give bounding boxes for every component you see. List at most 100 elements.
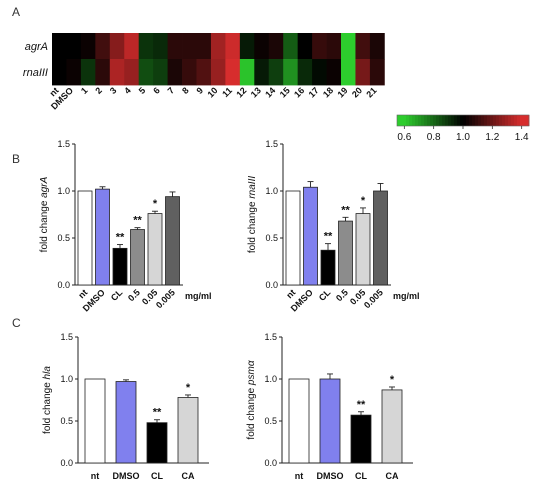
y-axis-label-gene: rnaIII [247, 176, 258, 199]
colorbar-segment [430, 115, 434, 126]
panel-letter-b: B [12, 152, 20, 166]
y-tick-label: 1.5 [264, 332, 277, 342]
heatmap-cell [225, 33, 241, 60]
heatmap-column-label: 9 [195, 85, 206, 96]
colorbar-segment [481, 115, 485, 126]
heatmap-column-label: 4 [122, 85, 133, 96]
colorbar-segment [424, 115, 428, 126]
colorbar-segment [433, 115, 437, 126]
colorbar-segment [502, 115, 506, 126]
y-axis-label-prefix: fold change [247, 199, 258, 254]
colorbar-segment [418, 115, 422, 126]
bar [338, 220, 353, 286]
colorbar-segment [427, 115, 431, 126]
colorbar-segment [421, 115, 425, 126]
colorbar-segment [403, 115, 407, 126]
colorbar-tick-label: 0.6 [397, 132, 411, 143]
heatmap-column-label: 10 [205, 85, 219, 99]
bar [373, 190, 388, 286]
heatmap-cell [109, 59, 125, 86]
heatmap-column-label: 7 [166, 85, 177, 96]
significance-marker: ** [324, 231, 333, 243]
heatmap-column-label: 20 [350, 85, 364, 99]
colorbar-segment [526, 115, 530, 126]
y-tick-label: 1.0 [265, 186, 278, 196]
heatmap-column-label: 13 [249, 85, 263, 99]
y-axis-label-gene: hla [42, 366, 53, 380]
y-axis-label: fold change agrA [39, 176, 50, 252]
heatmap-cell [239, 59, 255, 86]
heatmap-cell [95, 33, 111, 60]
colorbar-segment [397, 115, 401, 126]
colorbar-tick-label: 1.2 [485, 132, 499, 143]
y-tick-label: 1.0 [57, 186, 70, 196]
colorbar-segment [499, 115, 503, 126]
heatmap-column-label: 2 [93, 85, 104, 96]
x-tick-label: CL [151, 471, 163, 481]
colorbar-segment [457, 115, 461, 126]
heatmap-cell [369, 59, 385, 86]
colorbar-segment [520, 115, 524, 126]
heatmap-cell [283, 59, 299, 86]
heatmap-cell [153, 33, 168, 60]
heatmap-cell [254, 59, 270, 86]
heatmap-cell [326, 59, 342, 86]
significance-marker: * [361, 195, 366, 207]
heatmap-column-label: 8 [180, 85, 191, 96]
heatmap-cell [369, 33, 385, 60]
y-axis-label-prefix: fold change [42, 379, 53, 434]
colorbar-segment [487, 115, 491, 126]
heatmap-cell [109, 33, 125, 60]
bar [95, 188, 110, 286]
panel-letter-a: A [12, 5, 20, 19]
colorbar-segment [463, 115, 467, 126]
bar [77, 190, 93, 286]
y-tick-label: 0.0 [60, 458, 73, 468]
heatmap-cell [95, 59, 111, 86]
bar [112, 247, 128, 286]
heatmap-cell [326, 33, 342, 60]
heatmap-cell [210, 33, 226, 60]
panel-letter-c: C [12, 316, 21, 330]
heatmap-column-label: 19 [335, 85, 349, 99]
heatmap-cell [196, 59, 212, 86]
y-tick-label: 1.5 [265, 139, 278, 149]
bar-chart-psma: 0.0 0.5 1.0 1.5 fold change psmα nt DMSO ** CL * C… [246, 332, 413, 481]
colorbar-segment [409, 115, 413, 126]
colorbar-segment [406, 115, 410, 126]
colorbar: 0.6 0.8 1.0 1.2 1.4 [396, 114, 530, 143]
heatmap-column-label: 21 [364, 85, 378, 99]
colorbar-segment [511, 115, 515, 126]
y-tick-label: 1.0 [60, 374, 73, 384]
x-tick-label: 0.005 [154, 287, 177, 310]
heatmap-cell [124, 59, 140, 86]
heatmap-cell [196, 33, 212, 60]
colorbar-segment [514, 115, 518, 126]
bar [288, 378, 310, 464]
colorbar-tick-label: 1.0 [456, 132, 470, 143]
heatmap-cell [312, 59, 327, 86]
heatmap-row-label: rnaIII [23, 67, 48, 79]
heatmap-cell [138, 33, 154, 60]
y-axis-label: fold change rnaIII [247, 176, 258, 254]
heatmap-cell [283, 33, 299, 60]
bar [84, 378, 106, 464]
bar [303, 186, 318, 286]
bar [177, 397, 199, 464]
colorbar-segment [505, 115, 509, 126]
x-tick-label: nt [91, 471, 100, 481]
significance-marker: ** [357, 399, 366, 411]
bar [319, 378, 341, 464]
bar [355, 213, 371, 286]
unit-label: mg/ml [185, 291, 212, 301]
heatmap-column-label: 18 [321, 85, 335, 99]
colorbar-segment [451, 115, 455, 126]
unit-label: mg/ml [393, 291, 420, 301]
bar [320, 249, 336, 286]
heatmap-cell [182, 59, 197, 86]
colorbar-segment [415, 115, 419, 126]
colorbar-segment [448, 115, 452, 126]
y-tick-label: 1.5 [60, 332, 73, 342]
